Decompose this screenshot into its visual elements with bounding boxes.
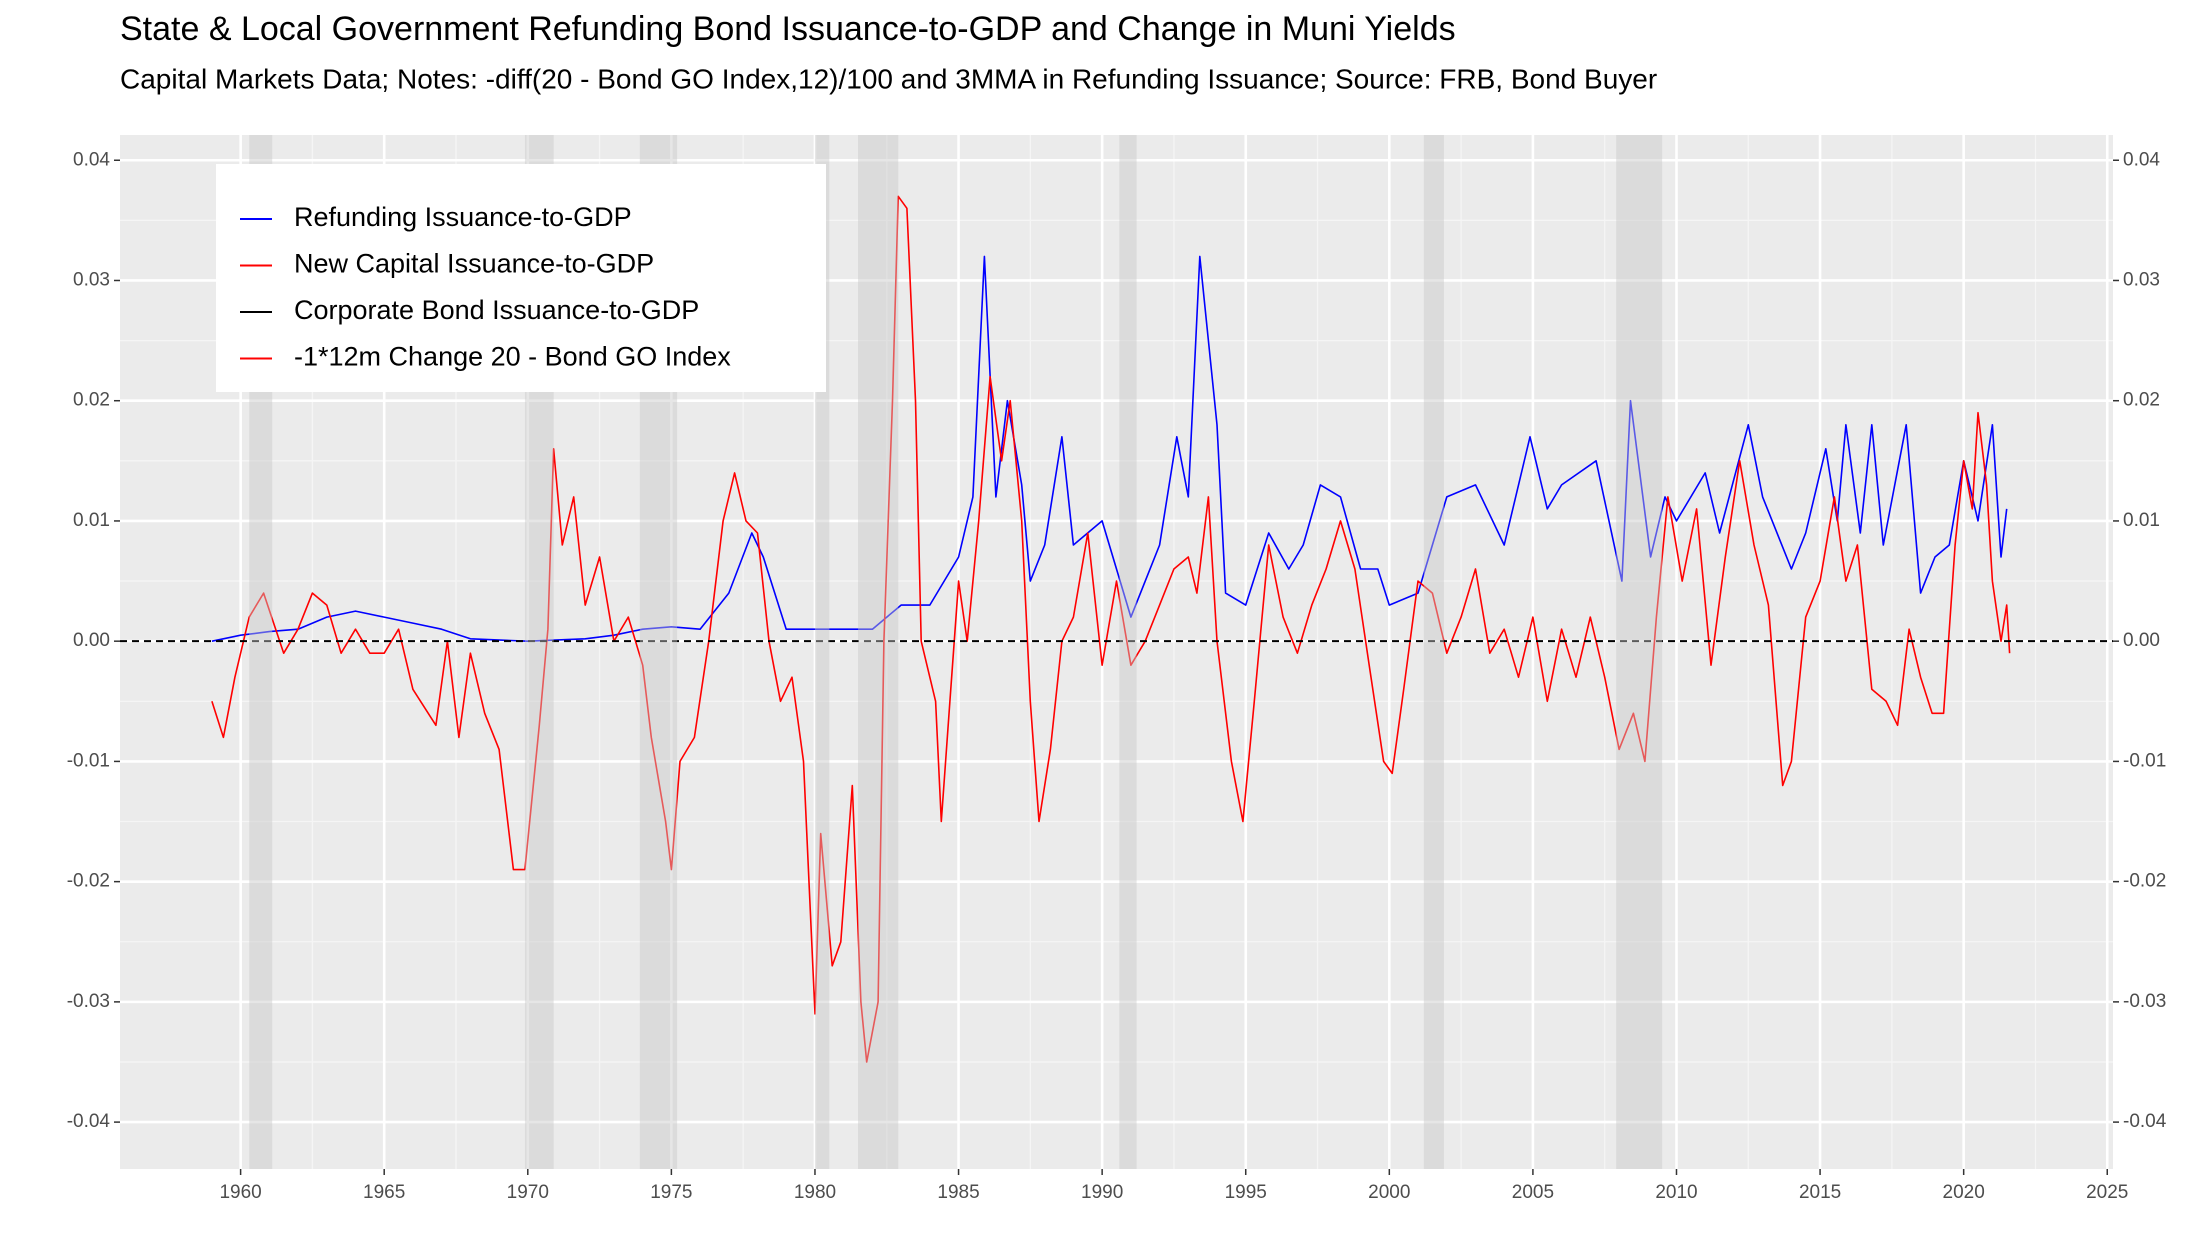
x-tick-label: 2015 <box>1799 1182 1841 1203</box>
series-line <box>211 195 2011 1063</box>
x-tick-label: 1975 <box>650 1182 692 1203</box>
x-tick-label: 2000 <box>1368 1182 1410 1203</box>
y2-tick-label: -0.03 <box>2123 991 2166 1012</box>
x-tick-label: 2010 <box>1655 1182 1697 1203</box>
x-tick-label: 1990 <box>1081 1182 1123 1203</box>
y-tick-label: -0.03 <box>67 991 110 1012</box>
y-tick-label: -0.02 <box>67 871 110 892</box>
legend-label: New Capital Issuance-to-GDP <box>294 249 654 279</box>
recession-band <box>814 135 830 1169</box>
y2-tick-label: -0.02 <box>2123 871 2166 892</box>
chart-subtitle: Capital Markets Data; Notes: -diff(20 - … <box>120 63 1657 94</box>
recession-band <box>1119 135 1137 1169</box>
x-tick-label: 1995 <box>1225 1182 1267 1203</box>
chart-title: State & Local Government Refunding Bond … <box>120 10 1456 48</box>
recession-band <box>858 135 899 1169</box>
axes: -0.04 -0.03 -0.02 -0.01 0.00 0.01 0.02 0.03 0.04… <box>67 149 2167 1203</box>
x-tick-label: 1970 <box>507 1182 549 1203</box>
x-tick-label: 1980 <box>794 1182 836 1203</box>
x-tick-label: 2025 <box>2086 1182 2128 1203</box>
y-tick-label: -0.04 <box>67 1111 111 1132</box>
y-tick-label: 0.00 <box>73 630 110 651</box>
lines <box>120 195 2113 1063</box>
y-tick-label: 0.03 <box>73 269 110 290</box>
recession-band <box>1616 135 1663 1169</box>
x-tick-label: 1965 <box>363 1182 405 1203</box>
legend-box <box>216 164 826 392</box>
x-tick-label: 1985 <box>937 1182 979 1203</box>
y2-tick-label: -0.04 <box>2123 1111 2167 1132</box>
y2-tick-label: 0.02 <box>2123 390 2160 411</box>
x-tick-label: 2020 <box>1943 1182 1985 1203</box>
y2-tick-label: -0.01 <box>2123 750 2166 771</box>
x-tick-label: 1960 <box>219 1182 261 1203</box>
y2-tick-label: 0.03 <box>2123 269 2160 290</box>
y-tick-label: 0.02 <box>73 390 110 411</box>
recession-band <box>249 135 273 1169</box>
recession-band <box>1423 135 1444 1169</box>
y2-tick-label: 0.04 <box>2123 149 2160 170</box>
legend: Refunding Issuance-to-GDP New Capital Iss… <box>216 164 826 392</box>
recession-bands <box>249 135 1663 1169</box>
y2-tick-label: 0.00 <box>2123 630 2160 651</box>
series-line <box>211 255 2008 642</box>
legend-label: Refunding Issuance-to-GDP <box>294 202 632 232</box>
legend-label: Corporate Bond Issuance-to-GDP <box>294 295 699 325</box>
y-tick-label: -0.01 <box>67 750 110 771</box>
x-tick-label: 2005 <box>1512 1182 1554 1203</box>
legend-label: -1*12m Change 20 - Bond GO Index <box>294 342 731 372</box>
y-tick-label: 0.04 <box>73 149 110 170</box>
y-tick-label: 0.01 <box>73 510 110 531</box>
y2-tick-label: 0.01 <box>2123 510 2160 531</box>
